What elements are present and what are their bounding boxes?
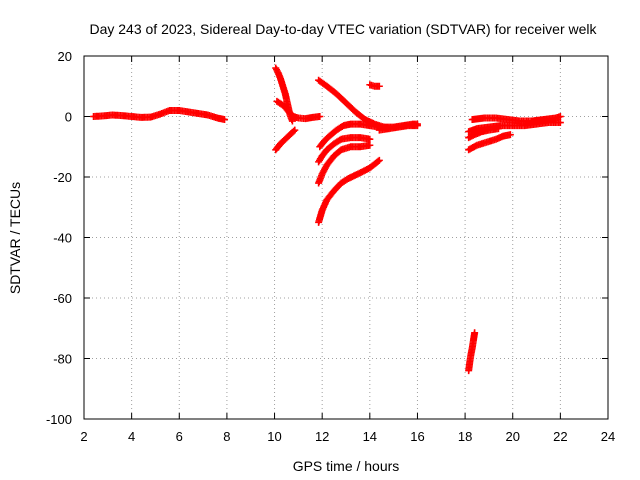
x-tick-label: 18 bbox=[458, 429, 472, 444]
data-point bbox=[556, 119, 564, 127]
data-point bbox=[556, 113, 564, 120]
y-tick-label: -40 bbox=[53, 231, 72, 246]
y-tick-label: 20 bbox=[58, 49, 72, 64]
x-tick-label: 16 bbox=[410, 429, 424, 444]
x-tick-label: 8 bbox=[223, 429, 230, 444]
y-tick-label: -60 bbox=[53, 291, 72, 306]
x-tick-label: 12 bbox=[315, 429, 329, 444]
chart-title: Day 243 of 2023, Sidereal Day-to-day VTE… bbox=[89, 21, 597, 37]
data-point bbox=[291, 126, 299, 134]
data-point bbox=[366, 135, 374, 143]
data-point bbox=[506, 131, 514, 139]
data-point bbox=[221, 116, 229, 124]
data-point bbox=[375, 82, 383, 90]
data-point bbox=[374, 157, 382, 165]
x-axis-label: GPS time / hours bbox=[293, 458, 400, 474]
y-tick-label: -20 bbox=[53, 170, 72, 185]
data-point bbox=[290, 127, 298, 135]
y-tick-label: -100 bbox=[46, 412, 72, 427]
data-point bbox=[471, 329, 479, 337]
data-point bbox=[316, 113, 324, 120]
data-point bbox=[375, 156, 383, 164]
data-points bbox=[90, 64, 564, 375]
x-tick-label: 24 bbox=[601, 429, 615, 444]
y-tick-label: -80 bbox=[53, 352, 72, 367]
data-point bbox=[413, 120, 421, 128]
x-tick-label: 2 bbox=[80, 429, 87, 444]
x-tick-label: 14 bbox=[363, 429, 377, 444]
y-tick-label: 0 bbox=[65, 110, 72, 125]
y-axis-label: SDTVAR / TECUs bbox=[7, 182, 23, 294]
x-tick-label: 10 bbox=[267, 429, 281, 444]
data-point bbox=[366, 141, 374, 149]
x-tick-label: 20 bbox=[505, 429, 519, 444]
x-tick-label: 22 bbox=[553, 429, 567, 444]
x-tick-label: 6 bbox=[176, 429, 183, 444]
x-tick-label: 4 bbox=[128, 429, 135, 444]
